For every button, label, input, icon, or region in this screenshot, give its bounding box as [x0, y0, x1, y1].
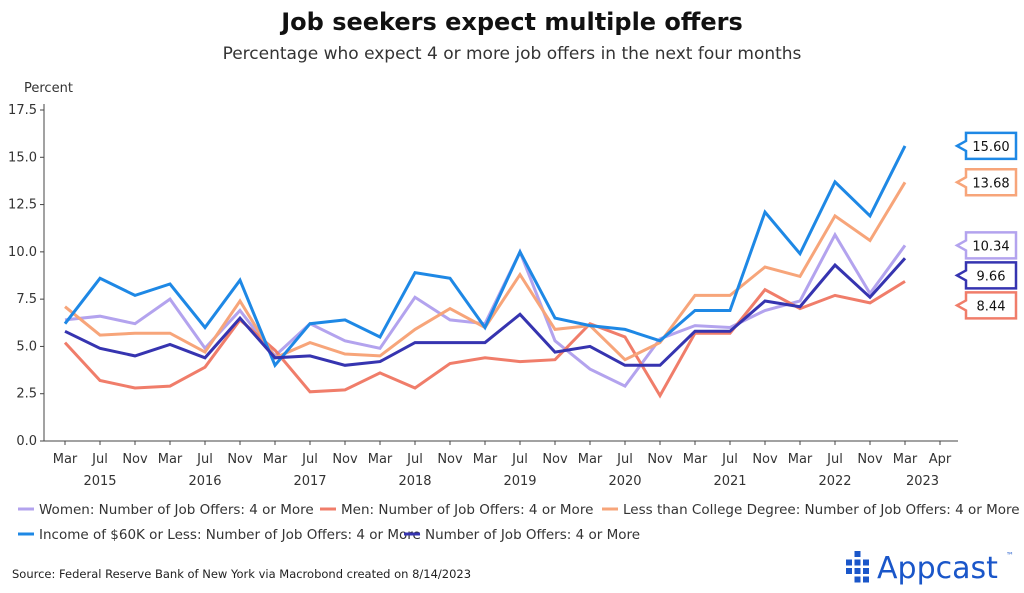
- x-tick-label: Mar: [788, 452, 813, 467]
- callout-value: 9.66: [977, 269, 1006, 284]
- x-tick-label: Jul: [826, 452, 843, 467]
- logo-dot: [854, 559, 861, 566]
- x-tick-label: Jul: [91, 452, 108, 467]
- x-tick-label: Jul: [721, 452, 738, 467]
- appcast-logo-trademark: ™: [1006, 551, 1014, 560]
- x-tick-label: Nov: [752, 452, 778, 467]
- y-axis: 0.0 2.5 5.0 7.5 10.0 12.5 15.0 17.5: [8, 103, 44, 449]
- x-year-label: 2017: [293, 474, 326, 489]
- logo-dot: [846, 559, 852, 566]
- series-lines: [63, 145, 907, 399]
- x-tick-label: Mar: [158, 452, 183, 467]
- x-year-label: 2018: [398, 474, 431, 489]
- x-tick-label: Apr: [929, 452, 952, 467]
- x-year-label: 2022: [818, 474, 851, 489]
- legend-item: Number of Job Offers: 4 or More: [404, 527, 640, 543]
- x-year-label: 2016: [188, 474, 221, 489]
- x-tick-label: Mar: [578, 452, 603, 467]
- callout-10.34: 10.34: [954, 231, 1018, 260]
- x-tick-label: Mar: [368, 452, 393, 467]
- x-tick-label: Jul: [301, 452, 318, 467]
- appcast-logo-icon: [846, 551, 869, 583]
- logo-dot: [863, 576, 869, 583]
- x-year-label: 2020: [608, 474, 641, 489]
- x-tick-label: Nov: [857, 452, 883, 467]
- x-tick-label: Jul: [511, 452, 528, 467]
- legend-label: Less than College Degree: Number of Job …: [623, 502, 1020, 518]
- callout-9.66: 9.66: [954, 261, 1018, 290]
- x-year-label: 2019: [503, 474, 536, 489]
- x-tick-label: Jul: [616, 452, 633, 467]
- x-tick-label: Mar: [473, 452, 498, 467]
- legend-label: Income of $60K or Less: Number of Job Of…: [39, 527, 421, 543]
- series-line-1: [64, 231, 907, 388]
- legend-label: Number of Job Offers: 4 or More: [425, 527, 640, 543]
- logo-dot: [854, 568, 861, 574]
- legend-item: Less than College Degree: Number of Job …: [602, 502, 1020, 518]
- x-tick-label: Jul: [196, 452, 213, 467]
- y-tick-label: 15.0: [8, 150, 37, 165]
- callout-box: [954, 131, 1018, 161]
- x-tick-label: Mar: [263, 452, 288, 467]
- logo-dot: [846, 568, 852, 574]
- legend-item: Income of $60K or Less: Number of Job Of…: [18, 527, 421, 543]
- logo-dot: [863, 559, 869, 566]
- logo-dot: [863, 568, 869, 574]
- callout-8.44: 8.44: [954, 291, 1018, 320]
- callout-value: 13.68: [972, 176, 1009, 191]
- x-tick-label: Nov: [227, 452, 253, 467]
- y-tick-label: 2.5: [16, 387, 37, 402]
- source-note: Source: Federal Reserve Bank of New York…: [12, 567, 471, 581]
- legend-item: Women: Number of Job Offers: 4 or More: [18, 502, 314, 518]
- callout-value: 15.60: [972, 140, 1009, 155]
- callout-value: 8.44: [977, 299, 1006, 314]
- x-tick-label: Mar: [53, 452, 78, 467]
- y-tick-label: 5.0: [16, 339, 37, 354]
- appcast-logo: Appcast ™: [846, 551, 1014, 586]
- x-tick-label: Nov: [332, 452, 358, 467]
- y-tick-label: 12.5: [8, 198, 37, 213]
- x-tick-label: Mar: [683, 452, 708, 467]
- x-tick-label: Nov: [122, 452, 148, 467]
- x-tick-label: Nov: [542, 452, 568, 467]
- y-tick-label: 0.0: [16, 434, 37, 449]
- series-line-4: [63, 145, 907, 369]
- x-axis: Mar Jul Nov Mar Jul Nov Mar Jul Nov Mar Jul Nov Mar J…: [53, 441, 952, 489]
- series-line-2: [63, 280, 906, 399]
- logo-dot: [854, 576, 861, 583]
- x-year-label: 2021: [713, 474, 746, 489]
- legend: Women: Number of Job Offers: 4 or More Me…: [18, 502, 1020, 543]
- y-tick-label: 10.0: [8, 245, 37, 260]
- x-year-label: 2023: [906, 474, 939, 489]
- series-line-3: [64, 181, 907, 362]
- callout-box: [954, 168, 1018, 197]
- callout-13.68: 13.68: [954, 168, 1018, 197]
- legend-label: Women: Number of Job Offers: 4 or More: [39, 502, 314, 518]
- chart-subtitle: Percentage who expect 4 or more job offe…: [223, 44, 802, 64]
- y-tick-label: 17.5: [8, 103, 37, 118]
- x-tick-label: Jul: [406, 452, 423, 467]
- series-line-5: [64, 257, 907, 367]
- x-tick-label: Mar: [893, 452, 918, 467]
- logo-dot: [854, 551, 861, 557]
- x-year-label: 2015: [83, 474, 116, 489]
- x-tick-label: Nov: [647, 452, 673, 467]
- chart-title: Job seekers expect multiple offers: [279, 8, 743, 36]
- callouts: 15.60 13.68 10.34 9.66 8.44: [954, 131, 1018, 320]
- appcast-logo-text: Appcast: [877, 551, 998, 586]
- callout-box: [954, 261, 1018, 290]
- y-tick-label: 7.5: [16, 292, 37, 307]
- callout-box: [954, 231, 1018, 260]
- callout-box: [954, 291, 1018, 320]
- y-axis-label: Percent: [24, 81, 73, 96]
- callout-15.60: 15.60: [954, 131, 1018, 161]
- callout-value: 10.34: [972, 239, 1009, 254]
- legend-item: Men: Number of Job Offers: 4 or More: [320, 502, 593, 518]
- x-tick-label: Nov: [437, 452, 463, 467]
- legend-label: Men: Number of Job Offers: 4 or More: [341, 502, 593, 518]
